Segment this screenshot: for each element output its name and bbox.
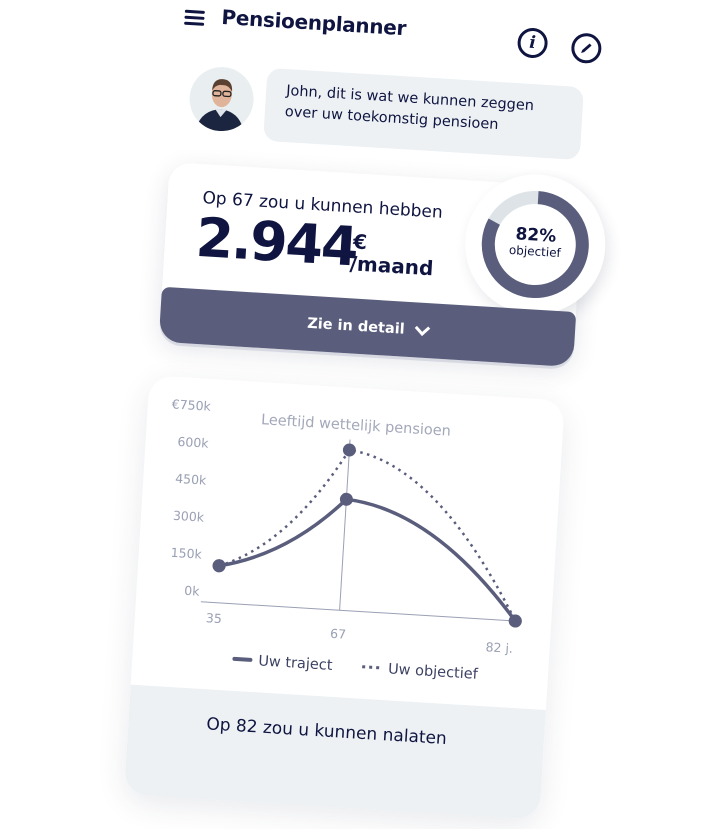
data-point (342, 443, 356, 457)
legend-solid-swatch (232, 656, 253, 662)
pension-summary-card: Op 67 zou u kunnen hebben 2.944 € /maand… (158, 162, 610, 368)
x-axis (200, 601, 516, 622)
pencil-icon[interactable] (570, 32, 603, 65)
legend-objectief: Uw objectief (388, 661, 480, 683)
data-point (339, 492, 353, 506)
retirement-age-line (339, 439, 351, 611)
y-tick-label: €750k (171, 396, 212, 413)
x-tick-label: 67 (330, 626, 347, 642)
data-point (212, 559, 226, 573)
legend: Uw traject Uw objectief (232, 653, 480, 683)
progress-donut (481, 191, 589, 299)
advisor-avatar (187, 65, 256, 133)
chart-title: Leeftijd wettelijk pensioen (261, 412, 452, 440)
legend-dotted-swatch (362, 665, 381, 670)
x-tick-label: 82 j. (485, 639, 513, 656)
series-line-1 (218, 448, 517, 622)
y-tick-label: 300k (173, 508, 206, 525)
y-tick-label: 150k (170, 545, 203, 562)
series-line-0 (218, 497, 517, 623)
donut-progress-arc (481, 191, 589, 299)
y-tick-label: 0k (184, 583, 201, 599)
pension-chart: Leeftijd wettelijk pensioen 0k 150k 300k 45… (170, 396, 522, 683)
data-point (508, 614, 522, 628)
y-tick-label: 450k (175, 471, 208, 488)
y-tick-label: 600k (177, 434, 210, 451)
x-tick-label: 35 (205, 610, 222, 626)
legend-traject: Uw traject (258, 653, 333, 674)
